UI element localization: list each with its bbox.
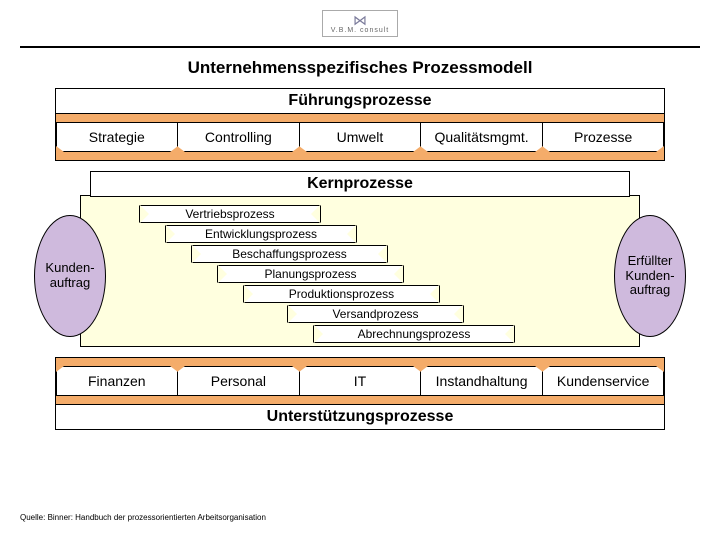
process-label: Planungsprozess — [264, 267, 356, 281]
cell-label: Controlling — [205, 129, 272, 145]
leadership-cell: Prozesse — [542, 122, 665, 152]
cell-label: Finanzen — [88, 373, 146, 389]
process-label: Beschaffungsprozess — [232, 247, 347, 261]
core-process: Produktionsprozess — [244, 285, 439, 303]
leadership-cell: Umwelt — [299, 122, 422, 152]
header-logo-area: ⋈ V.B.M. consult — [0, 0, 720, 46]
input-ellipse: Kunden- auftrag — [34, 215, 106, 337]
support-row: Finanzen Personal IT Instandhaltung Kund… — [56, 358, 664, 396]
support-title: Unterstützungsprozesse — [55, 404, 665, 430]
source-citation: Quelle: Binner: Handbuch der prozessorie… — [20, 513, 266, 522]
core-process: Vertriebsprozess — [140, 205, 320, 223]
support-band: Finanzen Personal IT Instandhaltung Kund… — [55, 357, 665, 430]
output-ellipse: Erfüllter Kunden- auftrag — [614, 215, 686, 337]
support-cell: Finanzen — [56, 366, 179, 396]
leadership-cell: Qualitätsmgmt. — [420, 122, 543, 152]
cell-label: Personal — [211, 373, 266, 389]
leadership-cell: Strategie — [56, 122, 179, 152]
core-title: Kernprozesse — [90, 171, 630, 197]
process-label: Vertriebsprozess — [185, 207, 274, 221]
process-label: Versandprozess — [332, 307, 418, 321]
core-process: Entwicklungsprozess — [166, 225, 356, 243]
output-label: Erfüllter Kunden- auftrag — [625, 254, 674, 299]
page-title: Unternehmensspezifisches Prozessmodell — [0, 58, 720, 78]
support-cell: IT — [299, 366, 422, 396]
leadership-cell: Controlling — [177, 122, 300, 152]
cell-label: Kundenservice — [557, 373, 650, 389]
process-label: Produktionsprozess — [289, 287, 394, 301]
leadership-title: Führungsprozesse — [55, 88, 665, 114]
cell-label: Prozesse — [574, 129, 632, 145]
core-process: Abrechnungsprozess — [314, 325, 514, 343]
logo-icon: ⋈ — [353, 13, 367, 27]
core-process: Versandprozess — [288, 305, 463, 323]
cell-label: Umwelt — [337, 129, 384, 145]
leadership-band: Führungsprozesse Strategie Controlling U… — [55, 88, 665, 161]
core-process: Beschaffungsprozess — [192, 245, 387, 263]
core-area: Kunden- auftrag Erfüllter Kunden- auftra… — [40, 171, 680, 343]
header-rule — [20, 46, 700, 48]
logo: ⋈ V.B.M. consult — [322, 10, 399, 37]
support-cell: Kundenservice — [542, 366, 665, 396]
cell-label: Strategie — [89, 129, 145, 145]
core-title-band: Kernprozesse — [90, 171, 630, 197]
input-label: Kunden- auftrag — [45, 261, 94, 291]
cell-label: Instandhaltung — [436, 373, 528, 389]
leadership-row: Strategie Controlling Umwelt Qualitätsmg… — [56, 122, 664, 160]
core-process: Planungsprozess — [218, 265, 403, 283]
core-process-stack: Vertriebsprozess Entwicklungsprozess Bes… — [140, 205, 580, 343]
cell-label: IT — [354, 373, 366, 389]
process-label: Abrechnungsprozess — [358, 327, 471, 341]
cell-label: Qualitätsmgmt. — [435, 129, 529, 145]
process-label: Entwicklungsprozess — [205, 227, 317, 241]
logo-text: V.B.M. consult — [331, 27, 390, 34]
support-cell: Personal — [177, 366, 300, 396]
support-cell: Instandhaltung — [420, 366, 543, 396]
